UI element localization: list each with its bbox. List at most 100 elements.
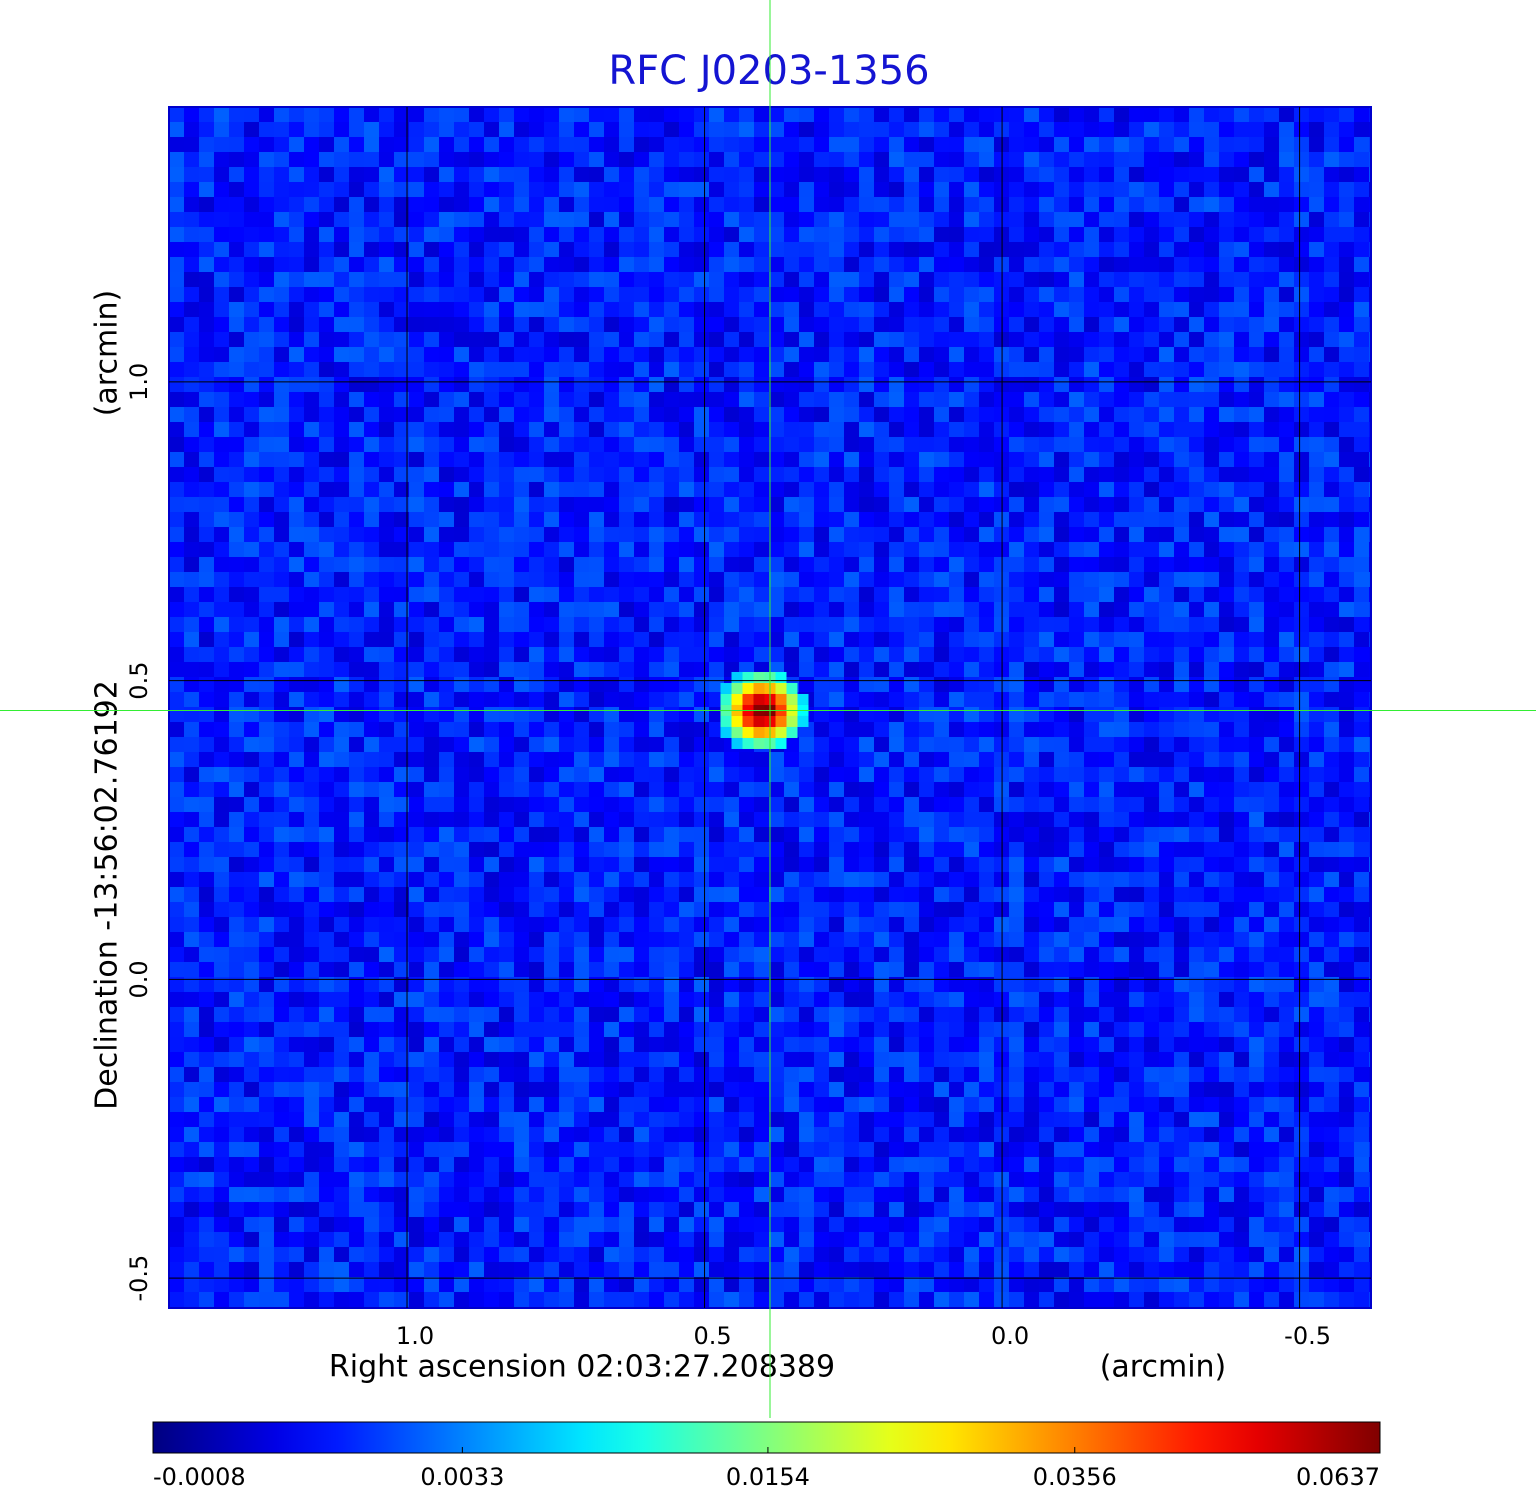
noise-pixel bbox=[1234, 497, 1249, 512]
noise-pixel bbox=[1324, 617, 1339, 632]
noise-pixel bbox=[604, 227, 619, 242]
noise-pixel bbox=[529, 812, 544, 827]
noise-pixel bbox=[514, 692, 529, 707]
noise-pixel bbox=[604, 797, 619, 812]
noise-pixel bbox=[184, 167, 199, 182]
noise-pixel bbox=[364, 482, 379, 497]
noise-pixel bbox=[1249, 752, 1264, 767]
noise-pixel bbox=[229, 227, 244, 242]
noise-pixel bbox=[469, 767, 484, 782]
noise-pixel bbox=[1114, 287, 1129, 302]
noise-pixel bbox=[1039, 317, 1054, 332]
noise-pixel bbox=[1084, 602, 1099, 617]
noise-pixel bbox=[514, 647, 529, 662]
noise-pixel bbox=[259, 227, 274, 242]
noise-pixel bbox=[1354, 467, 1369, 482]
noise-pixel bbox=[1204, 122, 1219, 137]
noise-pixel bbox=[274, 962, 289, 977]
noise-pixel bbox=[1099, 197, 1114, 212]
noise-pixel bbox=[319, 152, 334, 167]
noise-pixel bbox=[574, 782, 589, 797]
noise-pixel bbox=[1339, 692, 1354, 707]
noise-pixel bbox=[1264, 752, 1279, 767]
noise-pixel bbox=[1114, 767, 1129, 782]
noise-pixel bbox=[169, 962, 184, 977]
noise-pixel bbox=[409, 437, 424, 452]
noise-pixel bbox=[859, 977, 874, 992]
noise-pixel bbox=[1309, 722, 1324, 737]
noise-pixel bbox=[544, 647, 559, 662]
noise-pixel bbox=[1339, 812, 1354, 827]
noise-pixel bbox=[349, 572, 364, 587]
noise-pixel bbox=[349, 812, 364, 827]
noise-pixel bbox=[1054, 182, 1069, 197]
noise-pixel bbox=[1204, 1007, 1219, 1022]
noise-pixel bbox=[1054, 422, 1069, 437]
noise-pixel bbox=[979, 107, 994, 122]
noise-pixel bbox=[544, 752, 559, 767]
noise-pixel bbox=[1159, 407, 1174, 422]
noise-pixel bbox=[1144, 302, 1159, 317]
noise-pixel bbox=[409, 872, 424, 887]
noise-pixel bbox=[214, 437, 229, 452]
noise-pixel bbox=[424, 1007, 439, 1022]
noise-pixel bbox=[724, 782, 739, 797]
noise-pixel bbox=[769, 377, 784, 392]
noise-pixel bbox=[1009, 617, 1024, 632]
noise-pixel bbox=[1084, 737, 1099, 752]
noise-pixel bbox=[439, 677, 454, 692]
noise-pixel bbox=[439, 527, 454, 542]
noise-pixel bbox=[619, 392, 634, 407]
noise-pixel bbox=[1354, 647, 1369, 662]
noise-pixel bbox=[379, 782, 394, 797]
noise-pixel bbox=[904, 527, 919, 542]
noise-pixel bbox=[259, 722, 274, 737]
noise-pixel bbox=[1309, 197, 1324, 212]
noise-pixel bbox=[1159, 362, 1174, 377]
noise-pixel bbox=[514, 992, 529, 1007]
noise-pixel bbox=[1219, 407, 1234, 422]
noise-pixel bbox=[1084, 647, 1099, 662]
noise-pixel bbox=[304, 767, 319, 782]
noise-pixel bbox=[1174, 797, 1189, 812]
noise-pixel bbox=[784, 917, 799, 932]
noise-pixel bbox=[1174, 167, 1189, 182]
noise-pixel bbox=[994, 272, 1009, 287]
noise-pixel bbox=[214, 557, 229, 572]
noise-pixel bbox=[289, 872, 304, 887]
noise-pixel bbox=[1114, 182, 1129, 197]
noise-pixel bbox=[784, 782, 799, 797]
noise-pixel bbox=[409, 227, 424, 242]
noise-pixel bbox=[604, 902, 619, 917]
noise-pixel bbox=[1114, 392, 1129, 407]
noise-pixel bbox=[1174, 782, 1189, 797]
noise-pixel bbox=[259, 857, 274, 872]
noise-pixel bbox=[574, 242, 589, 257]
noise-pixel bbox=[1159, 317, 1174, 332]
noise-pixel bbox=[319, 602, 334, 617]
noise-pixel bbox=[874, 317, 889, 332]
noise-pixel bbox=[814, 227, 829, 242]
noise-pixel bbox=[1054, 512, 1069, 527]
noise-pixel bbox=[574, 707, 589, 722]
noise-pixel bbox=[1264, 812, 1279, 827]
noise-pixel bbox=[454, 257, 469, 272]
noise-pixel bbox=[409, 122, 424, 137]
noise-pixel bbox=[229, 872, 244, 887]
noise-pixel bbox=[1234, 137, 1249, 152]
noise-pixel bbox=[364, 497, 379, 512]
noise-pixel bbox=[1279, 797, 1294, 812]
noise-pixel bbox=[514, 707, 529, 722]
noise-pixel bbox=[814, 842, 829, 857]
noise-pixel bbox=[619, 227, 634, 242]
noise-pixel bbox=[409, 242, 424, 257]
noise-pixel bbox=[1249, 812, 1264, 827]
noise-pixel bbox=[1249, 917, 1264, 932]
noise-pixel bbox=[199, 392, 214, 407]
noise-pixel bbox=[1249, 182, 1264, 197]
noise-pixel bbox=[1039, 512, 1054, 527]
noise-pixel bbox=[229, 887, 244, 902]
noise-pixel bbox=[1354, 392, 1369, 407]
noise-pixel bbox=[664, 887, 679, 902]
noise-pixel bbox=[1159, 992, 1174, 1007]
